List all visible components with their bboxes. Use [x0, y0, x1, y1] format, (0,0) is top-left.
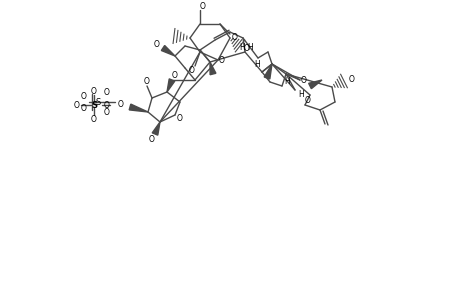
Text: H: H [284, 76, 289, 85]
Text: O: O [154, 40, 160, 49]
Text: O: O [104, 88, 110, 97]
Text: O: O [218, 56, 224, 64]
Text: O: O [200, 2, 206, 10]
Text: O: O [81, 103, 87, 112]
Text: S: S [95, 98, 101, 106]
Text: O: O [104, 107, 110, 116]
Text: O: O [91, 115, 97, 124]
Polygon shape [308, 80, 321, 89]
Polygon shape [161, 46, 174, 56]
Polygon shape [129, 104, 148, 112]
Text: O: O [118, 100, 123, 109]
Text: O: O [81, 92, 87, 100]
Text: O: O [300, 76, 306, 85]
Text: O: O [244, 44, 249, 52]
Text: O: O [74, 100, 80, 109]
Text: O: O [177, 113, 183, 122]
Text: H: H [246, 43, 252, 52]
Text: O: O [91, 86, 97, 95]
Text: H: H [253, 59, 259, 68]
Text: H: H [239, 43, 244, 52]
Text: O: O [149, 134, 155, 143]
Polygon shape [167, 79, 174, 92]
Text: O: O [231, 32, 237, 41]
Polygon shape [263, 64, 271, 79]
Text: O: O [144, 76, 150, 85]
Polygon shape [152, 122, 160, 135]
Text: O: O [189, 65, 195, 74]
Polygon shape [210, 62, 215, 75]
Text: S: S [91, 100, 97, 109]
Text: O: O [304, 95, 310, 104]
Text: O: O [104, 100, 110, 109]
Text: O: O [172, 70, 178, 80]
Text: O: O [348, 74, 354, 83]
Text: H: H [297, 89, 303, 98]
